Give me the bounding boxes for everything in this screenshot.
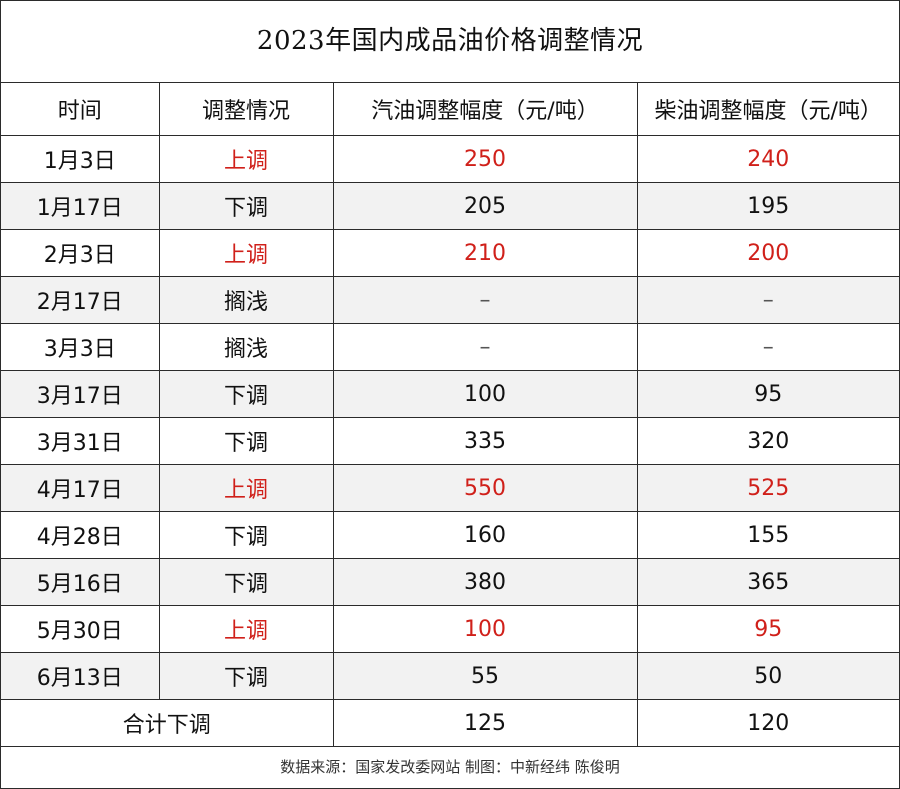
table-row: 5月30日 上调 100 95 (1, 605, 899, 653)
cell-gasoline: 250 (333, 135, 638, 183)
table-header-row: 时间 调整情况 汽油调整幅度（元/吨） 柴油调整幅度（元/吨） (1, 83, 899, 136)
cell-gasoline: 380 (333, 558, 638, 606)
cell-date: 5月16日 (1, 558, 160, 606)
cell-status: 下调 (159, 558, 334, 606)
table-row: 3月31日 下调 335 320 (1, 417, 899, 465)
cell-status: 下调 (159, 182, 334, 230)
cell-gasoline: 100 (333, 605, 638, 653)
cell-date: 2月17日 (1, 276, 160, 324)
total-diesel: 120 (637, 699, 899, 747)
cell-diesel: 200 (637, 229, 899, 277)
table-row: 5月16日 下调 380 365 (1, 558, 899, 606)
cell-date: 1月3日 (1, 135, 160, 183)
cell-status: 下调 (159, 370, 334, 418)
cell-gasoline: – (333, 276, 638, 324)
table-row: 4月28日 下调 160 155 (1, 511, 899, 559)
cell-gasoline: – (333, 323, 638, 371)
total-gasoline: 125 (333, 699, 638, 747)
cell-status: 上调 (159, 229, 334, 277)
cell-diesel: 320 (637, 417, 899, 465)
page-title: 2023年国内成品油价格调整情况 (1, 1, 899, 83)
cell-diesel: – (637, 323, 899, 371)
cell-diesel: 365 (637, 558, 899, 606)
cell-diesel: 50 (637, 652, 899, 700)
cell-date: 2月3日 (1, 229, 160, 277)
cell-diesel: 240 (637, 135, 899, 183)
cell-status: 搁浅 (159, 276, 334, 324)
cell-status: 下调 (159, 417, 334, 465)
cell-status: 上调 (159, 135, 334, 183)
table-row: 2月17日 搁浅 – – (1, 276, 899, 324)
header-date: 时间 (1, 83, 160, 136)
cell-gasoline: 160 (333, 511, 638, 559)
table-row: 3月3日 搁浅 – – (1, 323, 899, 371)
table-row: 4月17日 上调 550 525 (1, 464, 899, 512)
cell-diesel: 525 (637, 464, 899, 512)
price-adjustment-table: 时间 调整情况 汽油调整幅度（元/吨） 柴油调整幅度（元/吨） 1月3日 上调 … (1, 83, 899, 747)
header-diesel: 柴油调整幅度（元/吨） (637, 83, 899, 136)
cell-date: 3月3日 (1, 323, 160, 371)
cell-status: 上调 (159, 605, 334, 653)
header-status: 调整情况 (159, 83, 334, 136)
cell-gasoline: 205 (333, 182, 638, 230)
cell-status: 下调 (159, 652, 334, 700)
cell-gasoline: 550 (333, 464, 638, 512)
cell-date: 4月17日 (1, 464, 160, 512)
table-row: 2月3日 上调 210 200 (1, 229, 899, 277)
source-credit: 数据来源：国家发改委网站 制图：中新经纬 陈俊明 (280, 758, 620, 776)
cell-date: 1月17日 (1, 182, 160, 230)
table-row: 1月17日 下调 205 195 (1, 182, 899, 230)
cell-gasoline: 55 (333, 652, 638, 700)
cell-status: 搁浅 (159, 323, 334, 371)
cell-diesel: – (637, 276, 899, 324)
cell-diesel: 95 (637, 370, 899, 418)
table-row: 3月17日 下调 100 95 (1, 370, 899, 418)
table-body: 1月3日 上调 250 240 1月17日 下调 205 195 2月3日 上调… (1, 135, 899, 747)
table-row: 6月13日 下调 55 50 (1, 652, 899, 700)
cell-diesel: 155 (637, 511, 899, 559)
cell-gasoline: 335 (333, 417, 638, 465)
cell-date: 3月31日 (1, 417, 160, 465)
cell-status: 上调 (159, 464, 334, 512)
header-gasoline: 汽油调整幅度（元/吨） (333, 83, 638, 136)
cell-gasoline: 210 (333, 229, 638, 277)
total-row: 合计下调 125 120 (1, 699, 899, 747)
cell-date: 5月30日 (1, 605, 160, 653)
cell-date: 4月28日 (1, 511, 160, 559)
table-row: 1月3日 上调 250 240 (1, 135, 899, 183)
cell-date: 6月13日 (1, 652, 160, 700)
cell-diesel: 95 (637, 605, 899, 653)
total-label: 合计下调 (1, 699, 334, 747)
cell-status: 下调 (159, 511, 334, 559)
cell-date: 3月17日 (1, 370, 160, 418)
cell-gasoline: 100 (333, 370, 638, 418)
cell-diesel: 195 (637, 182, 899, 230)
